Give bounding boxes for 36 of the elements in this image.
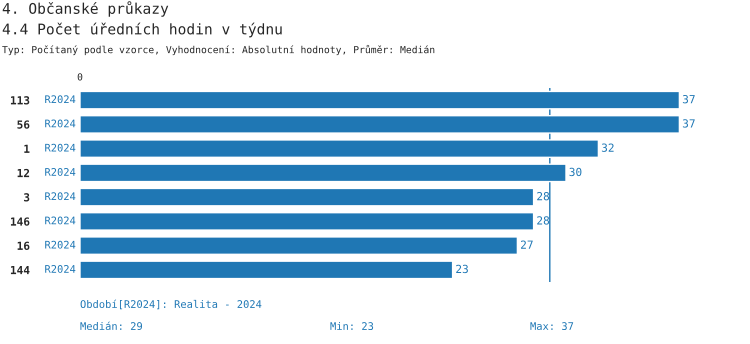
text: Období[R2024]: Realita - 2024 [80, 300, 262, 310]
y-tick-label: 56 [17, 120, 30, 129]
data-label: 27 [521, 240, 533, 249]
data-label: 28 [537, 216, 550, 225]
bar [80, 212, 534, 231]
text: R2024 [45, 192, 76, 200]
chart-title: 4. Občanské průkazy [2, 1, 168, 17]
text: R2024 [45, 265, 76, 273]
y-tick-label: 113 [10, 96, 30, 105]
text: R2024 [45, 216, 76, 224]
y-tick-label: 3 [24, 193, 30, 202]
text: Min: 23 [330, 322, 374, 330]
text: R2024 [45, 144, 76, 152]
text: R2024 [45, 120, 76, 128]
data-label: 37 [682, 119, 695, 128]
y-tick-label: 16 [18, 242, 30, 250]
y-tick-label: 144 [10, 266, 30, 274]
data-label: 23 [456, 264, 468, 274]
text: R2024 [45, 168, 76, 176]
text: 0 [78, 73, 82, 81]
y-tick-label: 146 [10, 217, 30, 226]
data-label: 28 [537, 192, 550, 200]
text: Typ: Počítaný podle vzorce, Vyhodnocení: Absolutní hodnoty, Průměr: Medián [2, 44, 434, 56]
data-label: 32 [602, 143, 614, 152]
text: R2024 [45, 240, 76, 249]
text: R2024 [45, 95, 76, 104]
text: Max: 37 [530, 322, 574, 330]
y-tick-label: 1 [24, 144, 30, 153]
data-label: 37 [682, 94, 695, 104]
bar [80, 260, 454, 280]
bar [80, 236, 518, 256]
data-label: 30 [570, 168, 582, 176]
chart-subtitle: 4.4 Počet úředních hodin v týdnu [2, 22, 282, 38]
y-tick-label: 12 [18, 168, 30, 178]
bar [80, 188, 534, 207]
text: Medián: 29 [80, 322, 142, 330]
